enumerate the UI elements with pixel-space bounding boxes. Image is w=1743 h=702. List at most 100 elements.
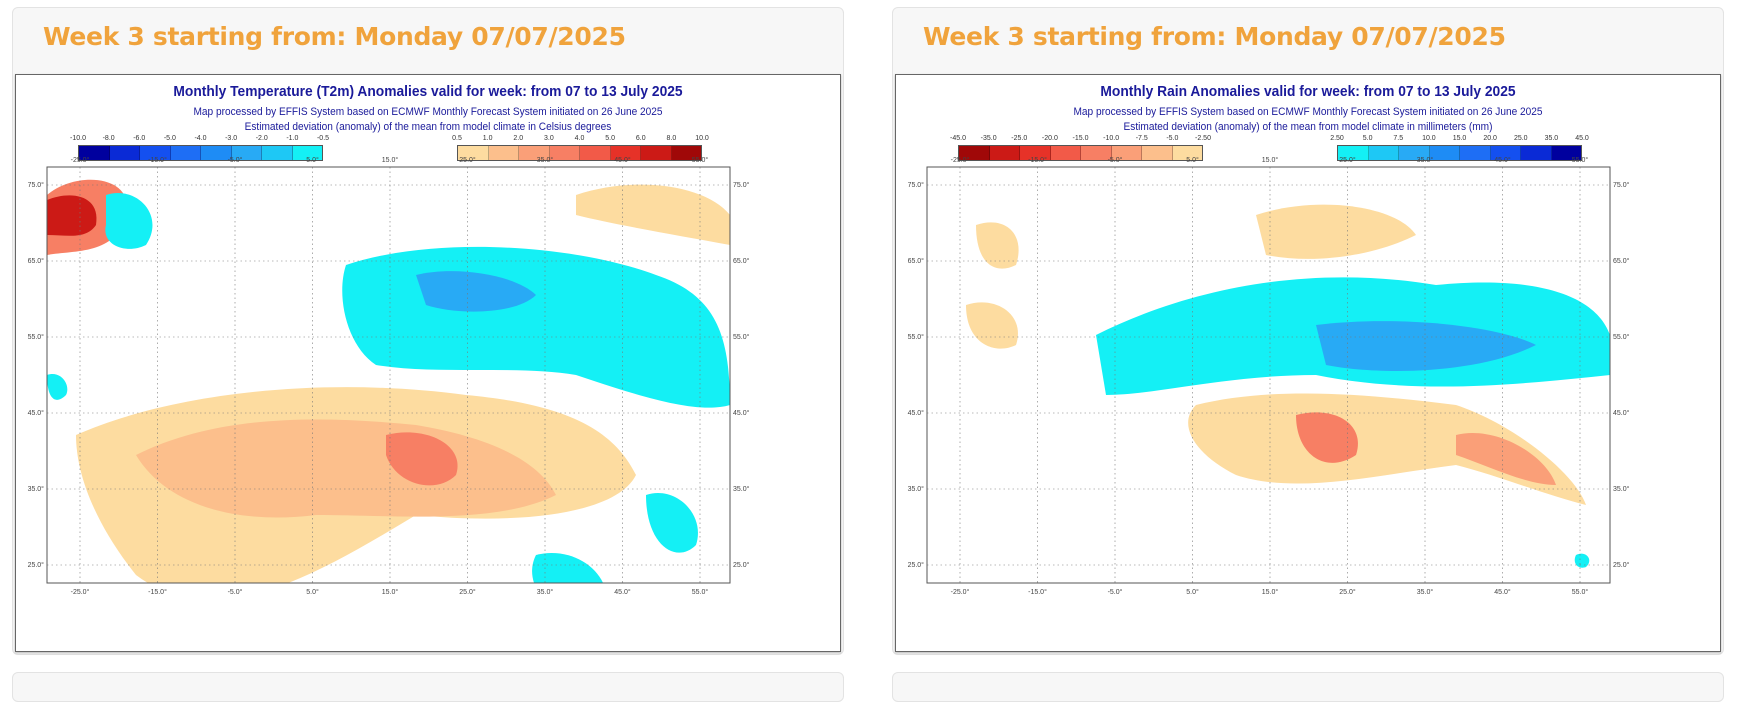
longitude-label: -25.0° (71, 588, 90, 596)
legend-swatch (989, 146, 1020, 160)
latitude-label: 55.0° (1613, 333, 1630, 341)
legend-tick: 1.0 (482, 135, 493, 142)
latitude-label: 25.0° (908, 561, 925, 569)
legend-tick: 10.0 (695, 135, 709, 142)
latitude-label: 65.0° (733, 257, 750, 265)
longitude-label: 45.0° (1494, 156, 1511, 164)
latitude-label: 25.0° (28, 561, 45, 569)
legend-tick: 2.50 (1330, 135, 1344, 142)
latitude-label: 65.0° (1613, 257, 1630, 265)
latitude-label: 35.0° (28, 485, 45, 493)
latitude-label: 75.0° (1613, 181, 1630, 189)
legend-swatch (1551, 146, 1581, 160)
map-frame (46, 166, 731, 584)
map-subtitle-units: Estimated deviation (anomaly) of the mea… (244, 121, 612, 133)
longitude-label: 5.0° (306, 156, 319, 164)
map-subtitle-source: Map processed by EFFIS System based on E… (1073, 106, 1543, 118)
latitude-label: 45.0° (733, 409, 750, 417)
anomaly-area (1256, 204, 1416, 259)
anomaly-area (976, 222, 1019, 269)
legend-tick: 6.0 (635, 135, 646, 142)
longitude-label: 25.0° (1339, 588, 1356, 596)
legend-swatch (231, 146, 262, 160)
legend-swatch (292, 146, 322, 160)
legend-tick: -2.50 (1195, 135, 1211, 142)
longitude-label: -25.0° (951, 156, 970, 164)
legend-tick: -8.0 (102, 135, 115, 142)
legend-swatch (1490, 146, 1521, 160)
legend-swatch (641, 146, 672, 160)
longitude-label: 15.0° (382, 588, 399, 596)
legend-tick: -35.0 (980, 135, 997, 142)
legend-tick: 20.0 (1483, 135, 1497, 142)
legend-tick: 35.0 (1544, 135, 1559, 142)
map-canvas: -25.0° -25.0° -15.0° -15.0° -5.0° -5.0° 5.0° 5.… (908, 156, 1630, 596)
longitude-label: -25.0° (951, 588, 970, 596)
legend-tick: -5.0 (1166, 135, 1179, 142)
latitude-label: 55.0° (908, 333, 925, 341)
legend-tick: 10.0 (1422, 135, 1436, 142)
longitude-label: -15.0° (148, 156, 167, 164)
legend-tick: 5.0 (1362, 135, 1373, 142)
latitude-label: 75.0° (908, 181, 925, 189)
legend-swatch (549, 146, 580, 160)
legend-swatch (1020, 146, 1051, 160)
map-title: Monthly Rain Anomalies valid for week: f… (1100, 83, 1516, 100)
legend-tick: 8.0 (666, 135, 677, 142)
legend-tick: -45.0 (950, 135, 966, 142)
longitude-label: 5.0° (1186, 156, 1199, 164)
longitude-label: 35.0° (537, 156, 554, 164)
anomaly-area (1456, 433, 1556, 485)
latitude-label: 35.0° (1613, 485, 1630, 493)
legend-colorbar (78, 145, 323, 161)
legend-swatch (519, 146, 550, 160)
legend-colorbar (457, 145, 702, 161)
latitude-label: 45.0° (1613, 409, 1630, 417)
anomaly-layer (47, 179, 730, 583)
latitude-label: 45.0° (908, 409, 925, 417)
longitude-label: 25.0° (1339, 156, 1356, 164)
longitude-label: -15.0° (148, 588, 167, 596)
latitude-label: 35.0° (733, 485, 750, 493)
latitude-label: 55.0° (28, 333, 45, 341)
legend-swatch (959, 146, 990, 160)
legend-swatch (671, 146, 701, 160)
longitude-label: 55.0° (692, 156, 709, 164)
longitude-label: 15.0° (382, 156, 399, 164)
legend-swatch (610, 146, 641, 160)
legend-tick: 7.5 (1393, 135, 1404, 142)
legend-tick: -5.0 (163, 135, 176, 142)
anomaly-area (576, 184, 730, 245)
latitude-label: 55.0° (733, 333, 750, 341)
legend-tick: 45.0 (1575, 135, 1589, 142)
latitude-label: 75.0° (28, 181, 45, 189)
latitude-label: 75.0° (733, 181, 750, 189)
longitude-label: 45.0° (1494, 588, 1511, 596)
legend-swatch (1172, 146, 1202, 160)
legend-swatch (1142, 146, 1173, 160)
legend-tick: 2.0 (513, 135, 524, 142)
legend-tick: -2.0 (255, 135, 268, 142)
longitude-label: 55.0° (692, 588, 709, 596)
longitude-label: 5.0° (1186, 588, 1199, 596)
anomaly-area (966, 302, 1018, 349)
longitude-label: 15.0° (1262, 588, 1279, 596)
panel-title: Week 3 starting from: Monday 07/07/2025 (43, 22, 626, 51)
legend-tick: 4.0 (574, 135, 585, 142)
legend-tick: -6.0 (133, 135, 146, 142)
anomaly-area (47, 374, 68, 400)
legend-swatch (1338, 146, 1369, 160)
legend-tick: -0.5 (316, 135, 330, 142)
legend-tick: -3.0 (225, 135, 238, 142)
legend-swatch (170, 146, 201, 160)
latitude-label: 25.0° (1613, 561, 1630, 569)
anomaly-area (386, 432, 458, 486)
longitude-label: 25.0° (459, 156, 476, 164)
legend-dry: -45.0 -35.0 -25.0 -20.0 -15.0 -10.0 -7.5 -5.0 -2… (950, 135, 1211, 163)
longitude-label: 35.0° (1417, 588, 1434, 596)
latitude-label: 65.0° (908, 257, 925, 265)
legend-swatch (262, 146, 293, 160)
anomaly-area (1296, 412, 1358, 463)
legend-tick: -1.0 (286, 135, 299, 142)
legend-swatch (1399, 146, 1430, 160)
